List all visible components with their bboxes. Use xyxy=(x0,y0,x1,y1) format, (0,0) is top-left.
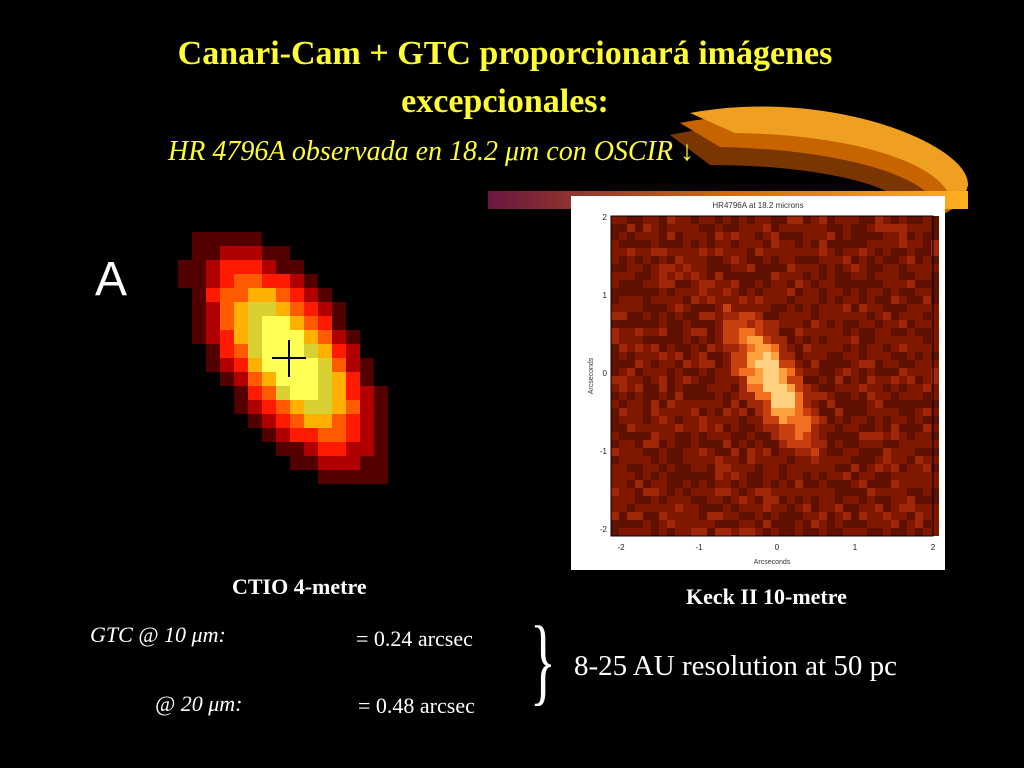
ctio-image xyxy=(178,232,388,484)
keck-caption: Keck II 10-metre xyxy=(686,584,847,609)
keck-plot-title: HR4796A at 18.2 microns xyxy=(712,201,803,210)
keck-ytick-label: 0 xyxy=(603,369,608,378)
resolution-summary: 8-25 AU resolution at 50 pc xyxy=(574,650,897,682)
keck-figure: HR4796A at 18.2 microns -2 -1 0 1 2 2 1 0 -1 -2 … xyxy=(571,196,945,570)
keck-xlabel: Arcseconds xyxy=(754,559,791,566)
keck-ylabel: Arcseconds xyxy=(588,357,595,394)
panel-letter: A xyxy=(95,253,128,306)
gtc-20um-value: = 0.48 arcsec xyxy=(358,693,475,718)
subtitle-text: HR 4796A observada en 18.2 μm con OSCIR xyxy=(168,136,674,167)
slide-title-line1: Canari-Cam + GTC proporcionará imágenes xyxy=(177,35,833,72)
keck-xtick-label: 0 xyxy=(775,543,780,552)
down-arrow-icon: ↓ xyxy=(680,136,695,167)
slide-subtitle: HR 4796A observada en 18.2 μm con OSCIR … xyxy=(168,136,694,168)
brace-symbol: } xyxy=(530,607,556,715)
slide-title-line2: excepcionales: xyxy=(401,83,609,120)
keck-plot: HR4796A at 18.2 microns -2 -1 0 1 2 210-1-2 … xyxy=(588,201,939,566)
keck-xtick-label: 1 xyxy=(853,543,858,552)
crosshair-icon xyxy=(272,340,306,377)
keck-xtick-label: -2 xyxy=(617,543,625,552)
ctio-caption: CTIO 4-metre xyxy=(232,574,367,599)
gtc-20um-label: @ 20 μm: xyxy=(155,691,243,716)
keck-xtick-label: 2 xyxy=(931,543,936,552)
gtc-10um-value: = 0.24 arcsec xyxy=(356,626,473,651)
keck-ytick-label: 1 xyxy=(603,291,608,300)
keck-xtick-label: -1 xyxy=(695,543,703,552)
gtc-10um-label: GTC @ 10 μm: xyxy=(90,622,226,647)
keck-ytick-label: -1 xyxy=(600,447,608,456)
keck-ytick-label: -2 xyxy=(600,525,608,534)
keck-ytick-label: 2 xyxy=(603,213,608,222)
